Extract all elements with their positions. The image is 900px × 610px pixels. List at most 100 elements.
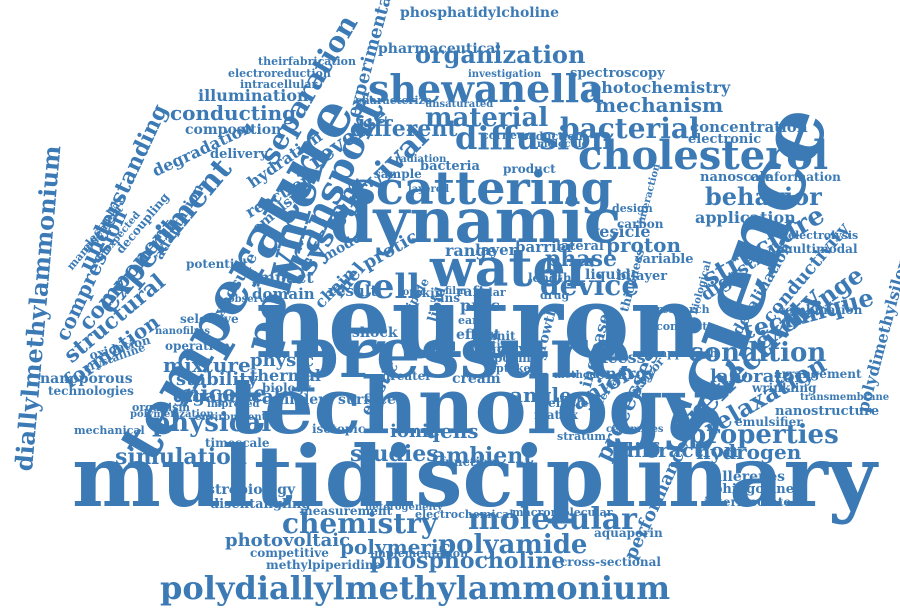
word-composition: composition bbox=[185, 122, 282, 138]
word-diallylmethylammonium: diallylmethylammonium bbox=[9, 144, 67, 473]
word-polydiallylmethylammonium: polydiallylmethylammonium bbox=[160, 569, 671, 607]
word-bacteria: bacteria bbox=[420, 159, 480, 174]
word-macromolecular: macromolecular bbox=[512, 506, 613, 519]
word-cross-sectional: cross-sectional bbox=[560, 555, 661, 569]
word-bilayer: bilayer bbox=[617, 269, 668, 284]
word-raft: raft bbox=[456, 284, 485, 300]
word-phase: phase bbox=[545, 246, 618, 272]
word-shewanella: shewanella bbox=[368, 66, 604, 111]
word-thermal: thermal bbox=[250, 366, 322, 385]
word-active: active bbox=[487, 340, 537, 358]
word-dynamic: dynamic bbox=[330, 184, 622, 257]
word-investigation: investigation bbox=[468, 69, 542, 80]
word-corneum: corneum bbox=[482, 129, 537, 142]
word-proton: proton bbox=[606, 233, 681, 257]
word-pcbm: pcbm bbox=[494, 351, 531, 365]
word-timescale: timescale bbox=[205, 436, 270, 450]
word-organization: organization bbox=[415, 40, 586, 69]
word-characterize: characterize bbox=[355, 94, 432, 107]
word-nanoporous: nanoporous bbox=[40, 371, 133, 387]
word-combination: combination bbox=[778, 303, 863, 317]
word-delivery: delivery bbox=[210, 147, 268, 162]
word-application: application bbox=[695, 208, 796, 227]
word-simulation: simulation bbox=[115, 444, 247, 470]
word-wrinkling: wrinkling bbox=[752, 381, 817, 395]
word-pressure: pressure bbox=[290, 311, 632, 394]
word-conducting: conducting bbox=[170, 101, 297, 125]
word-transmembrane: transmembrane bbox=[800, 392, 890, 403]
word-photochemistry: photochemistry bbox=[590, 78, 731, 97]
word-physic: physic bbox=[250, 350, 315, 371]
word-multidisciplinary: multidisciplinary bbox=[72, 427, 877, 526]
word-emulsifier: emulsifier bbox=[735, 415, 803, 429]
word-proc: proc bbox=[460, 296, 501, 315]
word-stability: stability bbox=[176, 369, 258, 390]
word-qens: qens bbox=[426, 419, 479, 443]
word-carbon: carbon bbox=[617, 217, 664, 231]
word-theirfabrication: theirfabrication bbox=[258, 55, 356, 68]
word-phosphatidylcholine: phosphatidylcholine bbox=[400, 5, 560, 21]
word-micelle: micelle bbox=[177, 381, 267, 407]
word-layered: layered bbox=[408, 184, 450, 195]
word-laboratory: laboratory bbox=[710, 366, 815, 387]
word-surface: surface bbox=[338, 392, 396, 408]
word-technologies: technologies bbox=[48, 384, 134, 398]
word-mechanical: mechanical bbox=[74, 424, 145, 437]
word-diffraction: diffraction bbox=[620, 438, 739, 462]
word-neutron: neutron bbox=[255, 263, 703, 381]
word-diffusion: diffusion bbox=[455, 119, 614, 157]
word-cholesterol: cholesterol bbox=[578, 132, 829, 179]
word-excess: excess bbox=[588, 348, 646, 367]
word-cylinder: cylinder bbox=[262, 392, 326, 408]
word-selective: selective bbox=[180, 312, 239, 326]
word-drug: drug bbox=[540, 289, 570, 302]
word-electronic: electronic bbox=[688, 132, 762, 147]
word-method: method bbox=[554, 370, 597, 381]
word-ceramides: ceramides bbox=[606, 424, 664, 435]
word-electrochemical: electrochemical bbox=[415, 508, 514, 521]
word-uptake: uptake bbox=[488, 362, 531, 375]
word-greater: greater bbox=[382, 369, 432, 383]
word-material: material bbox=[425, 103, 549, 133]
word-intermediate: intermediate bbox=[704, 495, 792, 509]
word-heterogeneity: heterogeneity bbox=[365, 502, 443, 513]
word-approach: approach bbox=[660, 347, 718, 360]
word-bacterial: bacterial bbox=[560, 112, 700, 145]
word-competitive: competitive bbox=[250, 546, 329, 560]
word-technology: technology bbox=[228, 361, 709, 452]
word-scattering: scattering bbox=[350, 161, 613, 215]
word-spectroscopy: spectroscopy bbox=[570, 66, 665, 81]
word-device: device bbox=[540, 269, 640, 302]
word-ionic: ionic bbox=[390, 421, 440, 442]
word-nanostructure: nanostructure bbox=[775, 404, 880, 419]
word-condition: condition bbox=[688, 338, 827, 368]
word-arrangement: arrangement bbox=[774, 367, 862, 381]
word-result: result bbox=[328, 282, 378, 300]
word-chemistry: chemistry bbox=[282, 507, 438, 540]
word-illumination: illumination bbox=[198, 86, 309, 105]
word-nanofilms: nanofilms bbox=[155, 326, 210, 337]
word-astrobiology: astrobiology bbox=[198, 482, 296, 498]
word-vehicle: vehicle bbox=[541, 396, 589, 410]
word-operation: operation bbox=[165, 339, 230, 353]
word-potential: potential bbox=[186, 257, 247, 271]
word-time: time bbox=[492, 340, 518, 351]
word-behavior: behavior bbox=[705, 182, 822, 211]
word-shock: shock bbox=[352, 325, 398, 341]
word-cell: cell bbox=[352, 267, 421, 307]
word-electrolysis: electrolysis bbox=[788, 229, 859, 242]
word-stratum: stratum bbox=[557, 430, 606, 443]
word-skin: skin bbox=[415, 286, 444, 300]
word-variable: variable bbox=[635, 252, 694, 267]
word-ambient: ambient bbox=[432, 443, 534, 469]
word-function: function bbox=[440, 455, 497, 469]
word-mechanism: mechanism bbox=[595, 93, 724, 117]
word-improved: improved bbox=[207, 399, 260, 410]
word-measurement: measurement bbox=[300, 504, 393, 518]
word-liquid: liquid bbox=[585, 267, 631, 283]
word-studies: studies bbox=[350, 441, 439, 467]
word-cream: cream bbox=[452, 371, 501, 387]
word-polyamide: polyamide bbox=[438, 530, 588, 560]
word-implementation: implementation bbox=[370, 547, 469, 560]
